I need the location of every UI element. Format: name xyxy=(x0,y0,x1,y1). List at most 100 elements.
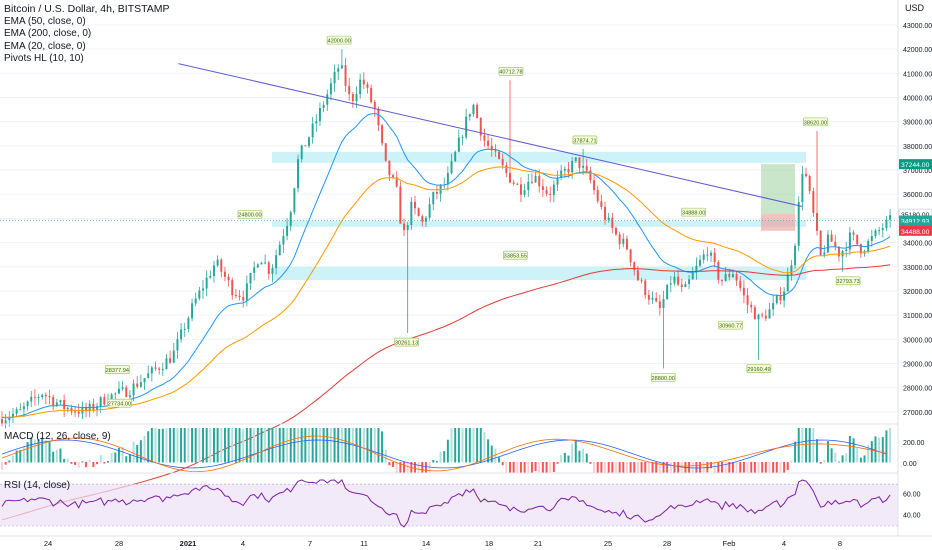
candle xyxy=(191,298,194,322)
candle xyxy=(556,170,559,192)
macd-bar xyxy=(446,439,449,463)
candle-body xyxy=(377,109,380,126)
macd-bar xyxy=(673,462,676,473)
candle xyxy=(585,158,588,173)
candle xyxy=(238,290,241,301)
macd-bar xyxy=(494,448,497,463)
candle xyxy=(699,255,702,268)
pivot-label: 28800.00 xyxy=(652,376,675,382)
macd-bar xyxy=(216,428,219,463)
macd-bar xyxy=(366,428,369,463)
pivot-label: 24800.00 xyxy=(238,213,261,219)
macd-bar xyxy=(359,428,362,463)
time-tick-label: 11 xyxy=(360,539,368,548)
price-tag xyxy=(899,159,932,170)
candle-body xyxy=(399,186,402,224)
candle xyxy=(395,171,398,188)
candle-body xyxy=(260,262,263,265)
macd-bar xyxy=(691,462,694,473)
candle-body xyxy=(37,397,40,399)
macd-bar xyxy=(746,462,749,473)
candle-body xyxy=(644,280,647,296)
candle-body xyxy=(359,79,362,95)
macd-bar xyxy=(527,462,530,473)
macd-bar xyxy=(823,459,826,463)
candle-body xyxy=(465,116,468,138)
macd-bar xyxy=(370,428,373,463)
candle-body xyxy=(8,417,11,421)
macd-bar xyxy=(545,462,548,473)
macd-tick-label: 0.00 xyxy=(903,461,917,468)
macd-bar xyxy=(169,428,172,463)
candle xyxy=(622,233,625,248)
candle xyxy=(194,292,197,307)
candle xyxy=(406,222,409,334)
macd-line xyxy=(1,439,887,469)
candle xyxy=(333,64,336,92)
candle-body xyxy=(249,272,252,284)
pivot-label: 30960.77 xyxy=(719,324,742,330)
candle xyxy=(596,185,599,204)
macd-bar xyxy=(457,428,460,463)
candle-body xyxy=(852,232,855,235)
price-tick-label: 29000.00 xyxy=(903,362,932,369)
candle xyxy=(85,402,88,418)
candle xyxy=(790,260,793,281)
macd-bar xyxy=(278,428,281,463)
macd-bar xyxy=(856,448,859,463)
candle-body xyxy=(669,283,672,285)
candle xyxy=(234,288,237,299)
candle xyxy=(322,101,325,113)
price-tick-label: 34000.00 xyxy=(903,241,932,248)
candle xyxy=(33,389,36,406)
candle-body xyxy=(117,388,120,394)
candle xyxy=(640,277,643,284)
candle xyxy=(44,392,47,405)
candle xyxy=(52,394,55,411)
candle-body xyxy=(114,393,117,395)
candle-body xyxy=(132,383,135,396)
candle-body xyxy=(11,413,14,418)
macd-histogram xyxy=(1,428,892,473)
time-tick-label: 21 xyxy=(534,539,542,548)
candle-body xyxy=(66,407,69,410)
candle-body xyxy=(180,329,183,340)
price-tick-label: 40000.00 xyxy=(903,95,932,102)
candle-body xyxy=(483,135,486,141)
candle-body xyxy=(830,234,833,242)
candle-body xyxy=(512,182,515,184)
candle xyxy=(403,218,405,237)
macd-bar xyxy=(256,428,259,463)
macd-bar xyxy=(231,428,234,463)
candle-body xyxy=(446,173,449,185)
macd-bar xyxy=(662,462,665,473)
candle-body xyxy=(326,94,329,105)
candle-body xyxy=(245,283,248,301)
macd-bar xyxy=(238,428,241,463)
macd-bar xyxy=(424,462,427,473)
price-tick-label: 43000.00 xyxy=(903,23,932,30)
candle-body xyxy=(775,295,778,304)
candle-body xyxy=(541,186,544,190)
macd-bar xyxy=(450,428,453,463)
candle xyxy=(289,210,292,231)
macd-bar xyxy=(644,462,647,473)
candle xyxy=(147,365,150,379)
candle-body xyxy=(790,265,793,275)
candle-body xyxy=(625,238,628,250)
candle xyxy=(205,270,208,297)
macd-bar xyxy=(881,437,884,463)
candle xyxy=(282,228,285,253)
candle xyxy=(746,288,749,314)
macd-bar xyxy=(26,442,29,463)
candle-body xyxy=(863,251,866,254)
candle-body xyxy=(783,291,786,301)
macd-bar xyxy=(772,462,775,473)
candle-body xyxy=(92,403,95,410)
time-tick-label: 25 xyxy=(604,539,612,548)
macd-bar xyxy=(44,440,47,463)
candle xyxy=(852,230,855,241)
candle-body xyxy=(494,150,497,152)
macd-bar xyxy=(611,462,614,473)
